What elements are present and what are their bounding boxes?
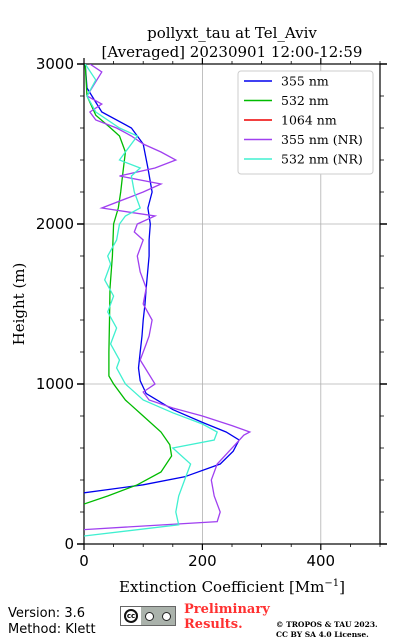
legend-box bbox=[237, 70, 374, 175]
method-text: Method: Klett bbox=[8, 622, 96, 637]
cc-sa-icon bbox=[162, 611, 171, 621]
version-text: Version: 3.6 bbox=[8, 606, 85, 621]
extinction-profile-chart: pollyxt_tau at Tel_Aviv [Averaged] 20230… bbox=[10, 24, 387, 596]
cc-by-icon bbox=[145, 611, 154, 621]
x-axis-label-exponent: −1 bbox=[324, 578, 339, 589]
legend-label-1064-nm: 1064 nm bbox=[281, 113, 337, 128]
preliminary-line1: Preliminary bbox=[184, 602, 270, 617]
legend-label-532-nm-nr: 532 nm (NR) bbox=[281, 152, 363, 167]
ticks: 0 200 400 0 1000 2000 3000 bbox=[36, 55, 387, 570]
preliminary-results-note: Preliminary Results. bbox=[184, 602, 270, 632]
y-tick-label: 0 bbox=[64, 535, 74, 553]
y-tick-label: 1000 bbox=[36, 375, 74, 393]
footer-info: Version: 3.6 Method: Klett bbox=[8, 606, 96, 638]
x-tick-label: 400 bbox=[306, 552, 335, 570]
x-axis-label-end: ] bbox=[339, 578, 345, 596]
chart-title-line2: [Averaged] 20230901 12:00-12:59 bbox=[102, 43, 363, 61]
legend-label-532-nm: 532 nm bbox=[281, 93, 329, 108]
series-line-355-nm bbox=[84, 64, 240, 494]
series-line-532-nm bbox=[84, 64, 173, 505]
cc-circle-icon: cc bbox=[124, 609, 138, 623]
creative-commons-by-sa-icon: cc bbox=[120, 606, 176, 626]
legend-items: 355 nm 532 nm 1064 nm 355 nm (NR) 532 nm (NR… bbox=[244, 74, 363, 167]
y-tick-label: 3000 bbox=[36, 55, 74, 73]
legend-label-355-nm-nr: 355 nm (NR) bbox=[281, 132, 363, 147]
data-series bbox=[84, 64, 252, 537]
chart-title-line1: pollyxt_tau at Tel_Aviv bbox=[147, 24, 317, 42]
copyright-line2: CC BY SA 4.0 License. bbox=[276, 629, 369, 639]
series-line-532-nm-nr bbox=[84, 64, 219, 537]
x-tick-label: 200 bbox=[188, 552, 217, 570]
x-axis-label-main: Extinction Coefficient [Mm bbox=[119, 578, 324, 596]
legend: 355 nm 532 nm 1064 nm 355 nm (NR) 532 nm (NR… bbox=[237, 70, 374, 175]
y-axis-label: Height (m) bbox=[10, 263, 28, 346]
x-tick-label: 0 bbox=[79, 552, 89, 570]
x-axis-label: Extinction Coefficient [Mm−1] bbox=[119, 578, 345, 596]
copyright-notice: © TROPOS & TAU 2023. CC BY SA 4.0 Licens… bbox=[276, 620, 378, 639]
copyright-line1: © TROPOS & TAU 2023. bbox=[276, 620, 378, 629]
y-tick-label: 2000 bbox=[36, 215, 74, 233]
cc-license-band bbox=[141, 607, 175, 625]
legend-label-355-nm: 355 nm bbox=[281, 74, 329, 89]
series-line-355-nm-nr bbox=[84, 64, 252, 531]
preliminary-line2: Results. bbox=[184, 617, 243, 632]
